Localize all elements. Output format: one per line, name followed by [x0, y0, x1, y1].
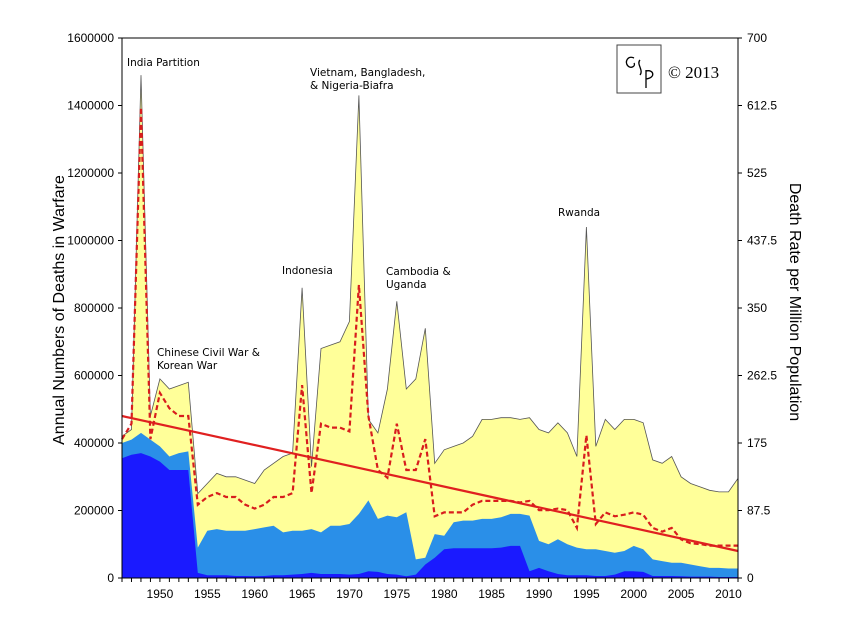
x-tick-label: 1960 — [241, 587, 268, 601]
y2-tick-label: 87.5 — [747, 504, 771, 518]
y-tick-label: 800000 — [74, 301, 114, 315]
y2-tick-label: 350 — [747, 301, 767, 315]
y-tick-label: 1600000 — [67, 31, 114, 45]
y-tick-label: 0 — [107, 571, 114, 585]
annotation-chinese: Chinese Civil War & — [157, 347, 260, 359]
annotation-vietnam: Vietnam, Bangladesh, — [310, 67, 425, 79]
logo-s-mark — [638, 59, 642, 76]
x-tick-label: 1995 — [573, 587, 600, 601]
annotation-cambodia: Cambodia & — [386, 266, 451, 278]
copyright-label: © 2013 — [668, 63, 719, 82]
y2-tick-label: 175 — [747, 436, 767, 450]
y-tick-label: 1400000 — [67, 99, 114, 113]
x-tick-label: 1980 — [431, 587, 458, 601]
y-axis-left: 0 200000 400000 600000 800000 1000000 1200000 1… — [67, 31, 122, 585]
x-tick-label: 1990 — [526, 587, 553, 601]
stacked-area-layer-2-area — [122, 432, 738, 578]
logo-c-mark — [625, 56, 636, 68]
y2-tick-label: 700 — [747, 31, 767, 45]
annotation-india: India Partition — [127, 57, 200, 69]
y-tick-label: 1200000 — [67, 166, 114, 180]
x-tick-label: 2010 — [715, 587, 742, 601]
annotation-indonesia: Indonesia — [282, 265, 333, 277]
y-tick-label: 400000 — [74, 436, 114, 450]
stacked-area-layer-3-total-area — [121, 75, 739, 579]
x-tick-label: 1975 — [383, 587, 410, 601]
y-tick-label: 600000 — [74, 369, 114, 383]
death-rate-line-group — [121, 107, 738, 547]
annotation-vietnam: & Nigeria-Biafra — [310, 80, 394, 92]
x-tick-label: 1955 — [194, 587, 221, 601]
y-axis-right-title: Death Rate per Million Population — [786, 183, 803, 421]
logo-p-mark — [645, 70, 654, 88]
x-tick-label: 2005 — [668, 587, 695, 601]
y2-tick-label: 262.5 — [747, 369, 777, 383]
y-axis-left-title: Annual Numbers of Deaths in Warfare — [51, 175, 68, 445]
x-tick-label: 1985 — [478, 587, 505, 601]
y-tick-label: 200000 — [74, 504, 114, 518]
y2-tick-label: 437.5 — [747, 234, 777, 248]
x-tick-label: 1950 — [147, 587, 174, 601]
logo-box — [616, 44, 662, 94]
x-tick-label: 1965 — [289, 587, 316, 601]
event-annotations: India Partition Chinese Civil War &Korean… — [127, 57, 600, 372]
y2-tick-label: 525 — [747, 166, 767, 180]
x-tick-label: 2000 — [620, 587, 647, 601]
y-tick-label: 1000000 — [67, 234, 114, 248]
y2-tick-label: 0 — [747, 571, 754, 585]
annotation-cambodia: Uganda — [386, 279, 427, 291]
stacked-area-layers — [121, 75, 739, 579]
stacked-area-layer-1-area — [122, 453, 738, 578]
annotation-rwanda: Rwanda — [558, 207, 600, 219]
annotation-chinese: Korean War — [157, 360, 218, 372]
y2-tick-label: 612.5 — [747, 99, 777, 113]
csp-logo: © 2013 — [616, 44, 719, 94]
trend-line-group — [121, 414, 739, 553]
x-tick-label: 1970 — [336, 587, 363, 601]
x-axis: 1950 1955 1960 1965 1970 1975 1980 1985 1990 1995… — [121, 578, 742, 601]
death-rate-line — [121, 107, 738, 547]
y-axis-right: 0 87.5 175 262.5 350 437.5 525 612.5 700 — [738, 31, 777, 585]
trend-line — [121, 414, 739, 553]
